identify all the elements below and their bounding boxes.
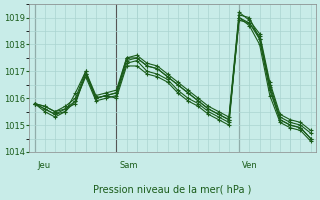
Text: Jeu: Jeu	[38, 161, 51, 170]
Text: Sam: Sam	[119, 161, 138, 170]
Text: Pression niveau de la mer( hPa ): Pression niveau de la mer( hPa )	[93, 184, 252, 194]
Text: Ven: Ven	[242, 161, 258, 170]
